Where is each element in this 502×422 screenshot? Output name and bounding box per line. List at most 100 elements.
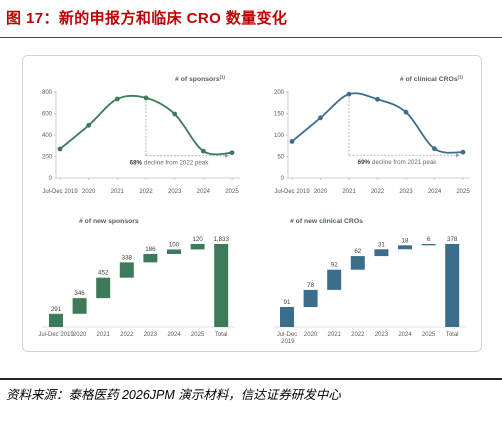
waterfall-bar [190,244,205,250]
y-tick-label: 150 [274,112,285,118]
value-label: 92 [331,262,338,269]
value-label: 100 [169,241,180,248]
x-tick-label: 2020 [314,189,328,195]
clinical-cros-line-chart: # of clinical CROs(1) 0 50 100 150 200 Jul-De… [274,74,470,195]
y-tick-label: 200 [42,155,53,161]
annotation-label: 68% decline from 2022 peak [130,160,210,167]
x-tick-label: 2020 [82,189,96,195]
waterfall-bar [327,269,342,290]
annotation-text: decline from 2021 peak [372,159,437,166]
figure-title: 图 17：新的申报方和临床 CRO 数量变化 [6,10,288,27]
y-tick-label: 50 [277,155,284,161]
value-label: 6 [427,236,431,243]
x-tick-label: 2024 [167,332,181,338]
x-tick-label: 2022 [351,332,365,338]
x-tick-label: Jul-Dec 2019 [277,332,297,345]
sponsors-line-chart: # of sponsors(1) 0 200 400 600 800 Jul-Dec 20… [42,74,240,195]
waterfall-bar [96,277,111,299]
x-tick-label: 2023 [168,189,182,195]
x-tick-label: 2021 [111,189,125,195]
x-tick-label: 2025 [456,189,470,195]
x-tick-label: 2020 [73,332,87,338]
data-point [57,146,63,152]
value-label: 452 [98,270,109,277]
annotation-label: 69% decline from 2021 peak [358,159,438,166]
chart-title: # of sponsors(1) [175,74,225,83]
x-tick-label: Total [215,332,228,338]
title-rule [0,37,502,38]
y-tick-label: 0 [281,176,285,182]
y-tick-label: 0 [49,176,53,182]
annotation-text: decline from 2022 peak [144,160,209,167]
value-label: 1,833 [213,236,229,243]
y-tick-label: 600 [42,112,53,118]
waterfall-bar [421,244,436,246]
y-tick-label: 100 [274,133,285,139]
waterfall-bar [49,313,63,327]
annotation-highlight: 68% [130,160,143,167]
x-tick-label: 2023 [375,332,389,338]
x-tick-label: Total [446,332,459,338]
waterfall-bar [303,289,318,308]
y-tick-label: 200 [274,90,285,96]
data-point [403,109,409,115]
data-point [229,150,235,156]
annotation-arrowhead [456,153,460,158]
waterfall-bar [119,262,134,278]
total-bar [214,244,229,327]
data-point [114,96,120,102]
x-tick-label: 2024 [398,332,412,338]
source-rule [0,378,502,380]
x-tick-label: 2025 [422,332,436,338]
value-label: 346 [74,290,85,297]
x-tick-label: 2022 [371,189,385,195]
chart-title-footnote: (1) [220,74,226,79]
y-tick-label: 400 [42,133,53,139]
panel-border [22,55,482,352]
waterfall-bar [350,256,365,270]
x-tick-label-line: Jul-Dec [277,332,297,338]
waterfall-bar [398,245,412,250]
chart-title: # of new sponsors [79,218,139,225]
x-tick-label: 2021 [97,332,111,338]
x-tick-label: Jul-Dec 2019 [274,189,310,195]
x-tick-label: 2025 [225,189,239,195]
x-tick-label: 2020 [304,332,318,338]
value-label: 338 [122,254,133,261]
x-tick-label: 2022 [139,189,153,195]
value-label: 291 [51,306,62,313]
value-label: 78 [307,282,314,289]
new-sponsors-waterfall-chart: # of new sponsors 291 Jul-Dec 2019 346 2020… [38,218,236,338]
data-point [200,148,206,154]
waterfall-bar [167,249,181,254]
value-label: 378 [447,236,458,243]
new-clinical-cros-waterfall-chart: # of new clinical CROs 91 Jul-Dec 2019 78 2… [273,218,467,345]
data-point [346,91,352,97]
x-tick-label: 2025 [191,332,205,338]
value-label: 91 [284,299,291,306]
total-bar [445,244,460,327]
waterfall-bar [143,253,158,263]
annotation-arrowhead [225,153,230,158]
x-tick-label: 2022 [120,332,134,338]
data-point [375,96,380,102]
data-point [172,111,178,117]
waterfall-bar [374,249,389,257]
chart-title-footnote: (1) [458,74,464,79]
x-tick-label: 2024 [428,189,442,195]
chart-title-text: # of sponsors [175,76,220,83]
x-tick-label: 2023 [144,332,158,338]
chart-title: # of new clinical CROs [290,218,363,225]
x-tick-label: 2023 [399,189,413,195]
data-point [432,146,437,152]
data-point [86,122,92,128]
x-tick-label: 2021 [328,332,342,338]
x-tick-label-line: 2019 [279,339,295,345]
data-point [318,115,323,121]
y-tick-label: 800 [42,90,53,96]
data-point [460,149,466,155]
x-tick-label: Jul-Dec 2019 [42,189,78,195]
data-point [143,95,149,101]
